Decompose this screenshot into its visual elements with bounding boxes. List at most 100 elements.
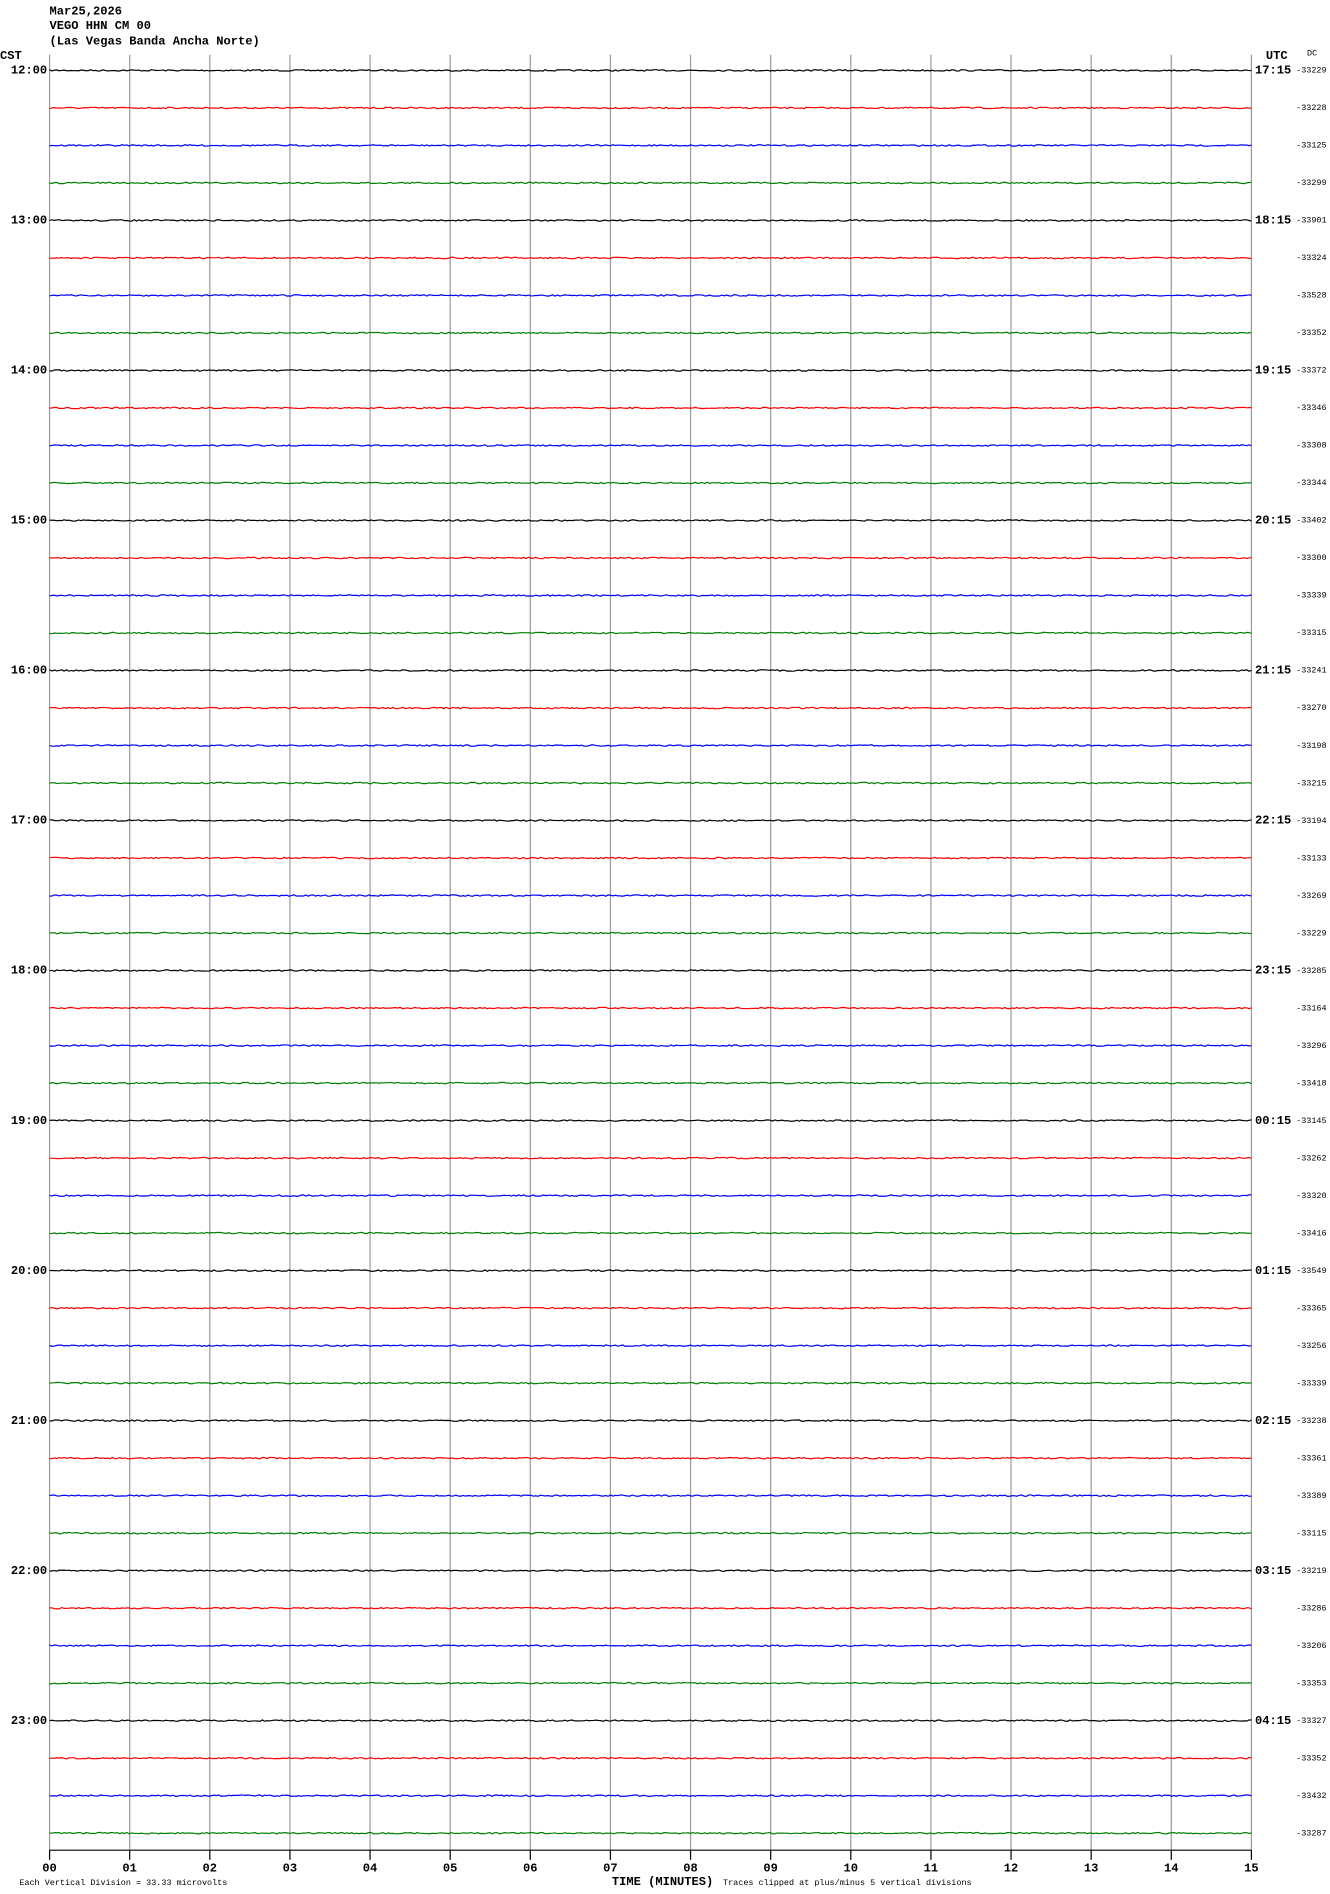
utc-label: 03:15 [1255,1564,1291,1578]
trace [49,1156,1252,1160]
trace [49,106,1252,110]
dc-value: -33308 [1296,441,1326,451]
x-tick-label: 12 [1004,1862,1019,1876]
dc-value: -33402 [1296,516,1326,526]
trace [49,1194,1252,1197]
trace [49,969,1252,972]
dc-value: -33262 [1296,1153,1326,1163]
cst-label: 12:00 [11,64,47,78]
dc-value: -33432 [1296,1791,1326,1801]
trace [49,1644,1252,1648]
trace [49,1419,1252,1423]
title-line: VEGO HHN CM 00 [50,19,151,33]
x-tick-label: 15 [1244,1862,1258,1876]
utc-label: 22:15 [1255,814,1291,828]
dc-value: -33215 [1296,778,1326,788]
dc-value: -33901 [1296,216,1326,226]
x-tick-label: 03 [283,1862,298,1876]
utc-label: 01:15 [1255,1264,1291,1278]
dc-value: -33285 [1296,966,1326,976]
trace [49,369,1252,372]
x-tick-label: 08 [683,1862,698,1876]
trace [49,894,1252,897]
trace [49,256,1252,260]
dc-value: -33241 [1296,666,1326,676]
trace [49,181,1252,185]
dc-value: -33344 [1296,478,1326,488]
x-tick-label: 07 [603,1862,618,1876]
x-tick-label: 05 [443,1862,458,1876]
dc-value: -33228 [1296,103,1326,113]
cst-label: 21:00 [11,1414,47,1428]
dc-value: -33389 [1296,1491,1326,1501]
dc-value: -33269 [1296,891,1326,901]
trace [49,744,1252,747]
trace [49,1081,1252,1085]
cst-label: 20:00 [11,1264,47,1278]
trace [49,1306,1252,1310]
utc-label: 17:15 [1255,64,1291,78]
dc-value: -33145 [1296,1116,1326,1126]
cst-label: 14:00 [11,364,47,378]
trace [49,1494,1252,1498]
trace [49,781,1252,785]
trace [49,519,1252,522]
dc-value: -33194 [1296,816,1326,826]
trace [49,931,1252,935]
utc-label: 23:15 [1255,964,1291,978]
x-tick-label: 04 [363,1862,378,1876]
trace [49,1006,1252,1010]
trace [49,1119,1252,1122]
dc-value: -33339 [1296,1378,1326,1388]
dc-value: -33346 [1296,403,1326,413]
x-tick-label: 11 [924,1862,939,1876]
dc-value: -33164 [1296,1003,1326,1013]
trace [49,1831,1252,1835]
trace [49,1756,1252,1760]
dc-value: -33219 [1296,1566,1326,1576]
dc-value: -33339 [1296,591,1326,601]
dc-value: -33416 [1296,1228,1326,1238]
dc-value: -33327 [1296,1716,1326,1726]
cst-label: 15:00 [11,514,47,528]
dc-value: -33256 [1296,1341,1326,1351]
dc-value: -33361 [1296,1453,1326,1463]
dc-value: -33125 [1296,141,1326,151]
trace [49,1606,1252,1610]
dc-value: -33372 [1296,366,1326,376]
cst-label: 16:00 [11,664,47,678]
x-tick-label: 13 [1084,1862,1099,1876]
trace [49,1794,1252,1798]
utc-label: 21:15 [1255,664,1291,678]
cst-label: 18:00 [11,964,47,978]
dc-label: DC [1307,49,1317,59]
dc-value: -33315 [1296,628,1326,638]
utc-label: 04:15 [1255,1714,1291,1728]
dc-value: -33198 [1296,741,1326,751]
x-tick-label: 00 [42,1862,57,1876]
trace [49,1344,1252,1347]
cst-label: 13:00 [11,214,47,228]
trace [49,219,1252,222]
dc-value: -33133 [1296,853,1326,863]
trace [49,669,1252,672]
right-axis-label: UTC [1266,49,1288,63]
dc-value: -33353 [1296,1678,1326,1688]
dc-value: -33299 [1296,178,1326,188]
x-tick-label: 02 [203,1862,217,1876]
dc-value: -33229 [1296,928,1326,938]
trace [49,144,1252,147]
trace [49,594,1252,597]
trace [49,1231,1252,1235]
cst-label: 19:00 [11,1114,47,1128]
trace [49,1719,1252,1723]
dc-value: -33320 [1296,1191,1326,1201]
utc-label: 00:15 [1255,1114,1291,1128]
footer-note: Each Vertical Division = 33.33 microvolt… [19,1878,227,1888]
utc-label: 18:15 [1255,214,1291,228]
dc-value: -33229 [1296,66,1326,76]
cst-label: 22:00 [11,1564,47,1578]
trace [49,706,1252,710]
dc-value: -33418 [1296,1078,1326,1088]
